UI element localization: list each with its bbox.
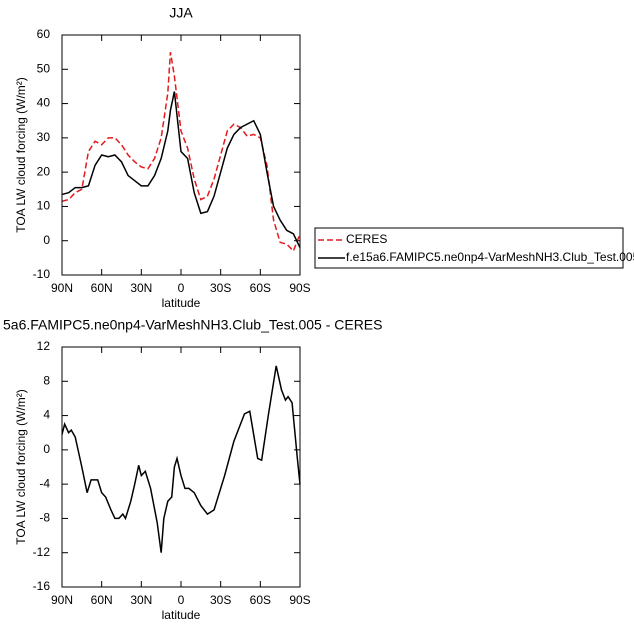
y-tick-label: 4	[43, 408, 50, 422]
x-tick-label: 30S	[210, 281, 231, 295]
y-tick-label: 10	[37, 199, 51, 213]
y-tick-label: 20	[37, 164, 51, 178]
legend-label: CERES	[346, 232, 387, 246]
legend-label: f.e15a6.FAMIPC5.ne0np4-VarMeshNH3.Club_T…	[346, 250, 634, 264]
x-tick-label: 60S	[250, 281, 271, 295]
y-tick-label: 0	[43, 442, 50, 456]
y-tick-label: 40	[37, 96, 51, 110]
y-tick-label: 30	[37, 130, 51, 144]
plot-frame	[61, 34, 301, 276]
x-tick-label: 30N	[130, 593, 152, 607]
x-tick-label: 90N	[51, 281, 73, 295]
x-tick-label: 60N	[91, 281, 113, 295]
x-tick-label: 60N	[91, 593, 113, 607]
chart-title: 5a6.FAMIPC5.ne0np4-VarMeshNH3.Club_Test.…	[3, 317, 382, 333]
y-tick-label: -12	[33, 545, 51, 559]
x-tick-label: 90N	[51, 593, 73, 607]
y-tick-label: -8	[39, 511, 50, 525]
y-tick-label: 60	[37, 27, 51, 41]
x-tick-label: 0	[178, 281, 185, 295]
legend-box	[314, 227, 624, 269]
y-axis-label: TOA LW cloud forcing (W/m²)	[14, 389, 28, 545]
y-tick-label: 8	[43, 373, 50, 387]
data-line	[61, 91, 301, 248]
chart-title: JJA	[169, 5, 193, 21]
x-tick-label: 90S	[289, 281, 310, 295]
y-tick-label: 0	[43, 233, 50, 247]
y-tick-label: -16	[33, 579, 51, 593]
y-tick-label: 12	[37, 339, 51, 353]
y-tick-label: -10	[33, 267, 51, 281]
x-tick-label: 30N	[130, 281, 152, 295]
y-tick-label: 50	[37, 61, 51, 75]
y-axis-label: TOA LW cloud forcing (W/m²)	[14, 77, 28, 233]
data-line	[61, 52, 301, 253]
plot-frame	[61, 346, 301, 588]
data-line	[61, 365, 301, 553]
x-tick-label: 60S	[250, 593, 271, 607]
x-tick-label: 30S	[210, 593, 231, 607]
x-axis-label: latitude	[162, 296, 201, 310]
x-tick-label: 90S	[289, 593, 310, 607]
x-tick-label: 0	[178, 593, 185, 607]
y-tick-label: -4	[39, 476, 50, 490]
x-axis-label: latitude	[162, 608, 201, 622]
